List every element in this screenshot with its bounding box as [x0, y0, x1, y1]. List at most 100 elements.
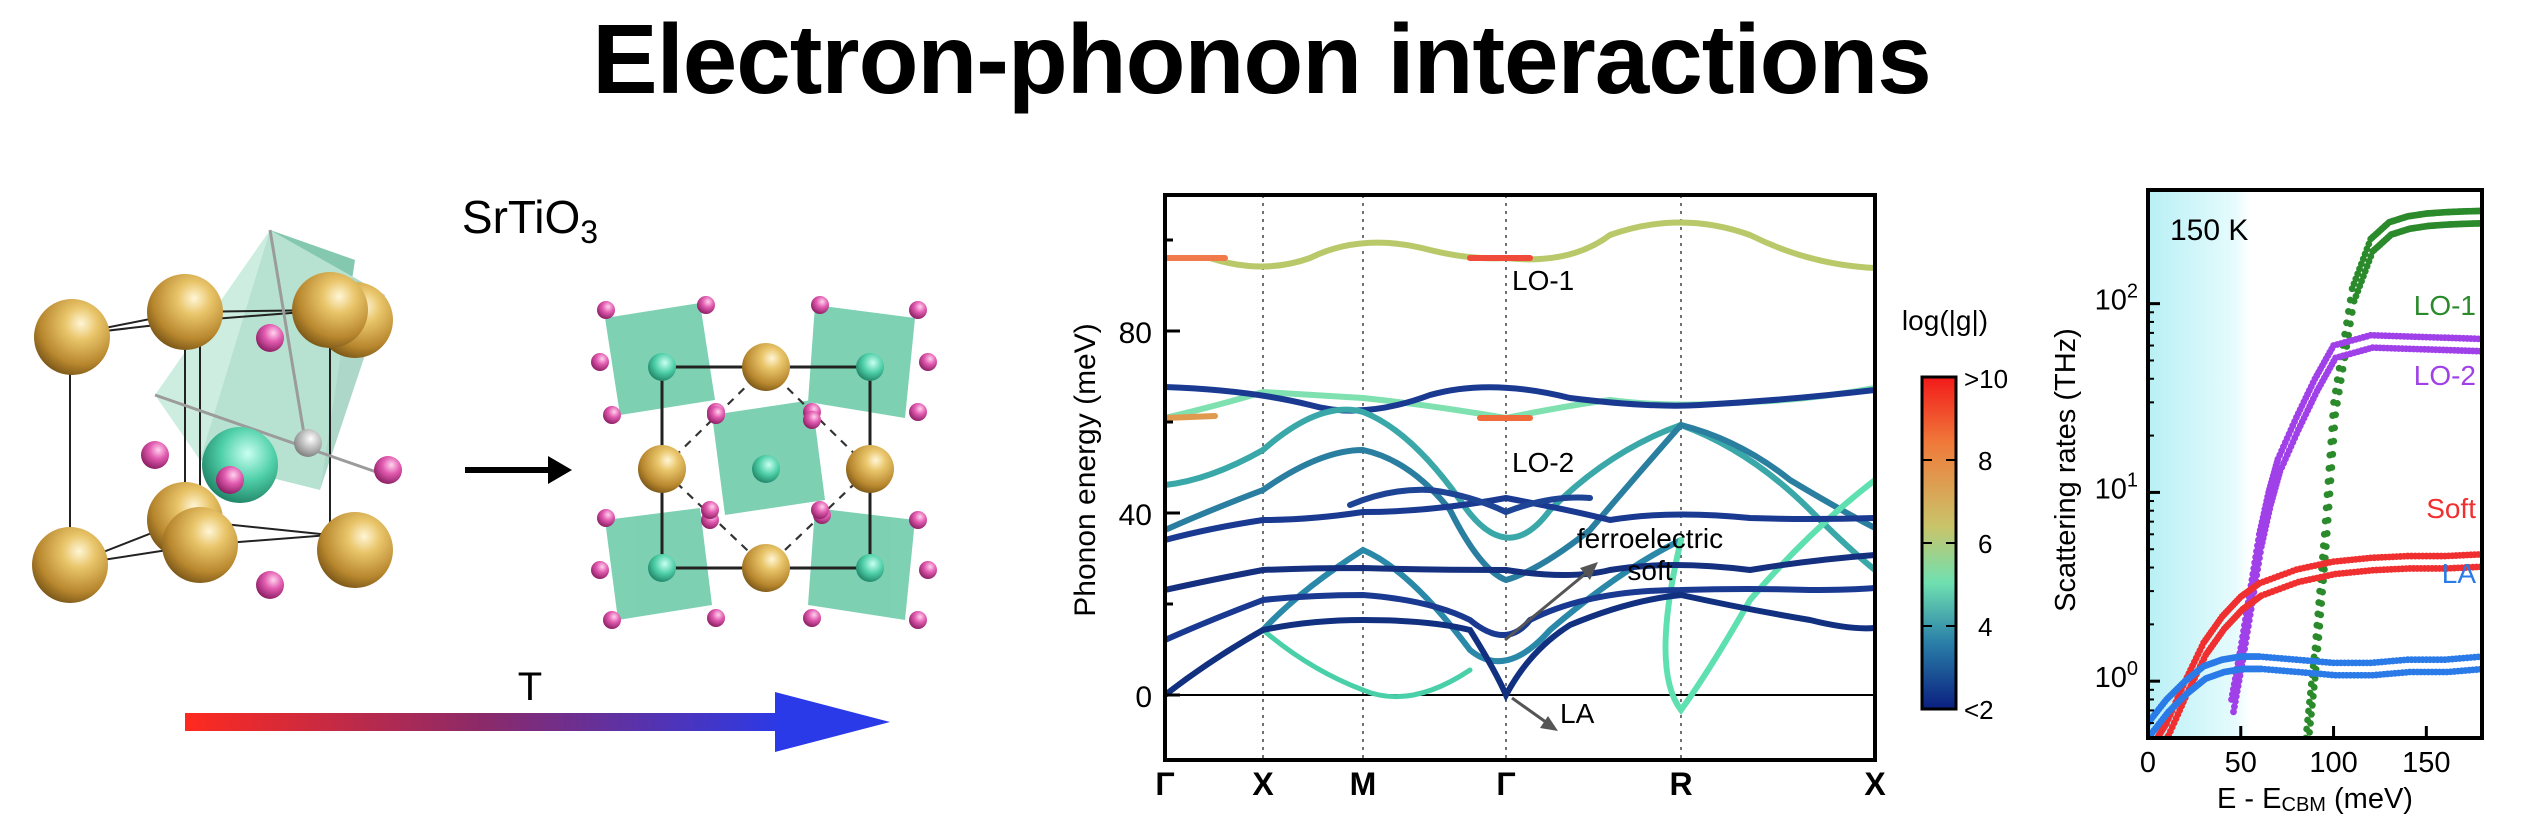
data-point — [2325, 503, 2333, 511]
data-point — [2235, 677, 2243, 685]
data-point — [2329, 450, 2337, 458]
data-point — [2255, 560, 2262, 568]
data-point — [2326, 490, 2334, 498]
phonon-plot-frame — [1163, 193, 1877, 762]
data-point — [2242, 639, 2249, 647]
data-point — [2331, 424, 2339, 432]
y-tick-label: 80 — [1119, 317, 1152, 350]
data-point — [2244, 622, 2252, 630]
data-point — [2321, 554, 2329, 562]
y-tick-label: 40 — [1119, 499, 1152, 532]
data-point — [2236, 672, 2244, 680]
sr-atom — [34, 299, 110, 375]
o-atom — [216, 466, 244, 494]
formula-label: SrTiO3 — [462, 191, 598, 250]
data-point — [2324, 516, 2332, 524]
ferroelectric-annotation: ferroelectric — [1577, 523, 1723, 554]
data-point — [2339, 365, 2347, 373]
data-point — [2157, 745, 2164, 752]
data-point — [2334, 399, 2341, 407]
data-point — [2254, 565, 2262, 573]
data-point — [2230, 708, 2237, 716]
ti-atom-small — [294, 429, 322, 457]
kpoint-label: Γ — [1496, 766, 1515, 800]
x-tick-label: 50 — [2225, 747, 2257, 779]
phonon-bands — [1165, 219, 1875, 716]
y-tick-label: 101 — [2095, 469, 2138, 505]
data-point — [2160, 741, 2167, 748]
data-point — [2161, 739, 2168, 746]
sr-atom — [147, 274, 223, 350]
sr-atom — [292, 272, 368, 348]
scattering-y-axis-label: Scattering rates (THz) — [2050, 328, 2082, 612]
phonon-dispersion-panel: 0 40 80 Phonon energy (meV) Γ X M Γ R X … — [1069, 193, 2008, 800]
tetragonal-structure — [591, 296, 937, 629]
data-point — [2474, 335, 2482, 343]
soft-pointer-arrow — [1504, 568, 1591, 642]
data-point — [2231, 703, 2238, 711]
la-annotation: LA — [1560, 698, 1595, 729]
colorbar-tick-label: <2 — [1964, 695, 1994, 725]
data-point — [2241, 645, 2249, 653]
data-point — [2327, 477, 2335, 485]
data-point — [2314, 645, 2322, 653]
data-point — [2315, 634, 2323, 641]
data-point — [2345, 331, 2352, 339]
data-point — [2156, 747, 2163, 754]
data-point — [2323, 530, 2331, 537]
data-point — [2233, 687, 2241, 695]
la-pointer-arrow — [1511, 696, 1551, 727]
temperature-arrow — [185, 713, 785, 731]
ti-atom — [202, 427, 278, 503]
page-title: Electron-phonon interactions — [592, 4, 1932, 114]
data-point — [2310, 683, 2318, 691]
series-label: LA — [2442, 558, 2477, 589]
data-point — [2244, 628, 2251, 636]
soft-annotation: soft — [1627, 555, 1672, 586]
o-atom — [374, 456, 402, 484]
y-tick-label: 102 — [2095, 281, 2138, 317]
data-point — [2256, 554, 2263, 562]
data-point — [2330, 437, 2338, 445]
data-point — [2307, 719, 2314, 727]
x-tick-label: 150 — [2402, 747, 2450, 779]
data-point — [2318, 600, 2326, 607]
lo1-annotation: LO-1 — [1512, 265, 1574, 296]
data-point — [2319, 588, 2326, 596]
series-label: LO-1 — [2414, 290, 2476, 321]
data-point — [2158, 744, 2165, 751]
kpoint-label: X — [1864, 766, 1886, 800]
x-tick-label: 100 — [2309, 747, 2357, 779]
kpoint-label: R — [1669, 766, 1692, 800]
data-point — [2234, 682, 2242, 690]
data-point — [2328, 464, 2336, 471]
data-point — [2232, 692, 2240, 700]
kpoint-label: X — [1252, 766, 1274, 800]
sr-atom — [317, 512, 393, 588]
data-point — [2322, 543, 2330, 551]
data-point — [2321, 565, 2328, 573]
data-point — [2308, 701, 2316, 709]
o-atom — [256, 324, 284, 352]
data-point — [2474, 653, 2482, 661]
crystal-structure-panel: SrTiO3 — [32, 191, 937, 752]
data-point — [2231, 698, 2239, 705]
scattering-x-axis-label: E - ECBM (meV) — [2217, 783, 2413, 816]
data-point — [2257, 548, 2264, 556]
o-atom — [256, 571, 284, 599]
data-point — [2253, 571, 2261, 579]
data-point — [2474, 551, 2482, 558]
data-point — [2316, 622, 2324, 630]
sr-atom — [162, 507, 238, 583]
series-label: Soft — [2426, 493, 2476, 524]
colorbar-tick-label: 8 — [1978, 446, 1992, 476]
kpoint-label: Γ — [1155, 766, 1174, 800]
colorbar-tick-label: 4 — [1978, 612, 1992, 642]
data-point — [2347, 320, 2354, 328]
o-atom — [141, 441, 169, 469]
data-point — [2348, 309, 2356, 316]
colorbar-title: log(|g|) — [1902, 305, 1988, 336]
y-tick-label: 0 — [1135, 681, 1152, 714]
kpoint-label: M — [1350, 766, 1377, 800]
